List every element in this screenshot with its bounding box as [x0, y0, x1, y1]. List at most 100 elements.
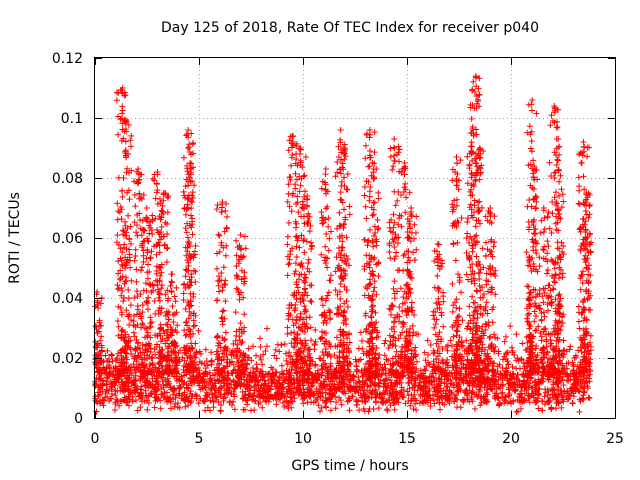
- data-point: [145, 399, 152, 406]
- data-point: [435, 383, 442, 390]
- data-point: [454, 160, 461, 167]
- data-point: [438, 392, 445, 399]
- data-point: [214, 278, 221, 285]
- data-point: [189, 189, 196, 196]
- data-point: [143, 205, 150, 211]
- data-point: [279, 370, 286, 377]
- data-point: [525, 392, 532, 399]
- data-point: [502, 393, 509, 400]
- data-point: [152, 310, 159, 317]
- data-point: [456, 305, 463, 312]
- data-point: [462, 377, 469, 384]
- data-point: [104, 347, 111, 354]
- data-point: [371, 254, 378, 261]
- data-point: [232, 309, 239, 316]
- data-point: [156, 297, 163, 304]
- data-point: [292, 301, 299, 308]
- data-point: [386, 249, 393, 256]
- data-point: [108, 380, 115, 387]
- data-point: [251, 390, 258, 397]
- data-point: [213, 297, 220, 304]
- data-point: [255, 388, 262, 395]
- data-point: [449, 177, 456, 184]
- data-point: [215, 282, 222, 289]
- data-point: [192, 340, 199, 347]
- data-point: [179, 354, 186, 361]
- data-point: [314, 396, 321, 403]
- data-point: [158, 224, 165, 231]
- data-point: [454, 239, 461, 246]
- data-point: [539, 398, 546, 405]
- data-point: [119, 193, 126, 200]
- data-point: [361, 387, 368, 394]
- data-point: [394, 240, 401, 247]
- data-point: [296, 188, 303, 195]
- data-point: [182, 319, 189, 326]
- data-point: [310, 392, 317, 399]
- data-point: [307, 239, 314, 246]
- data-point: [219, 287, 226, 294]
- data-point: [436, 382, 443, 389]
- data-point: [172, 298, 179, 305]
- data-point: [149, 230, 156, 237]
- data-point: [394, 267, 401, 274]
- data-point: [404, 347, 411, 354]
- data-point: [385, 345, 392, 352]
- data-point: [375, 189, 382, 196]
- data-point: [208, 385, 215, 392]
- data-point: [410, 249, 417, 256]
- data-point: [191, 322, 198, 329]
- data-point: [468, 139, 475, 146]
- data-point: [476, 276, 483, 283]
- data-point: [192, 242, 199, 249]
- data-point: [425, 351, 432, 358]
- data-point: [369, 212, 376, 219]
- data-point: [237, 232, 244, 238]
- data-point: [116, 402, 123, 409]
- data-point: [381, 352, 388, 359]
- data-point: [576, 325, 583, 332]
- data-point: [105, 363, 112, 370]
- data-point: [444, 347, 451, 354]
- data-point: [409, 322, 416, 329]
- data-point: [374, 226, 381, 233]
- data-point: [239, 338, 246, 345]
- data-point: [307, 324, 314, 331]
- data-point: [125, 212, 132, 219]
- data-point: [585, 394, 592, 401]
- data-point: [391, 406, 398, 413]
- data-point: [391, 144, 398, 151]
- data-point: [182, 403, 189, 410]
- data-point: [312, 361, 319, 368]
- data-point: [293, 156, 300, 163]
- data-point: [276, 348, 283, 355]
- data-point: [363, 252, 370, 259]
- data-point: [180, 290, 187, 297]
- data-point: [99, 388, 106, 395]
- data-point: [357, 329, 364, 336]
- data-point: [190, 290, 197, 297]
- data-point: [284, 361, 291, 368]
- data-point: [373, 344, 380, 351]
- data-point: [158, 285, 165, 292]
- data-point: [109, 352, 116, 359]
- data-point: [127, 143, 134, 150]
- data-point: [209, 391, 216, 398]
- data-point: [182, 211, 189, 218]
- data-point: [513, 331, 520, 338]
- data-point: [250, 343, 257, 350]
- data-point: [413, 407, 420, 414]
- data-point: [308, 298, 315, 305]
- data-point: [233, 237, 240, 244]
- data-point: [219, 308, 226, 315]
- data-point: [108, 351, 115, 358]
- data-point: [481, 291, 488, 298]
- data-point: [384, 407, 391, 414]
- data-point: [208, 349, 215, 356]
- data-point: [396, 146, 403, 153]
- data-point: [263, 398, 270, 405]
- data-point: [230, 361, 237, 368]
- data-point: [245, 345, 252, 352]
- data-point: [145, 393, 152, 400]
- data-point: [341, 156, 348, 163]
